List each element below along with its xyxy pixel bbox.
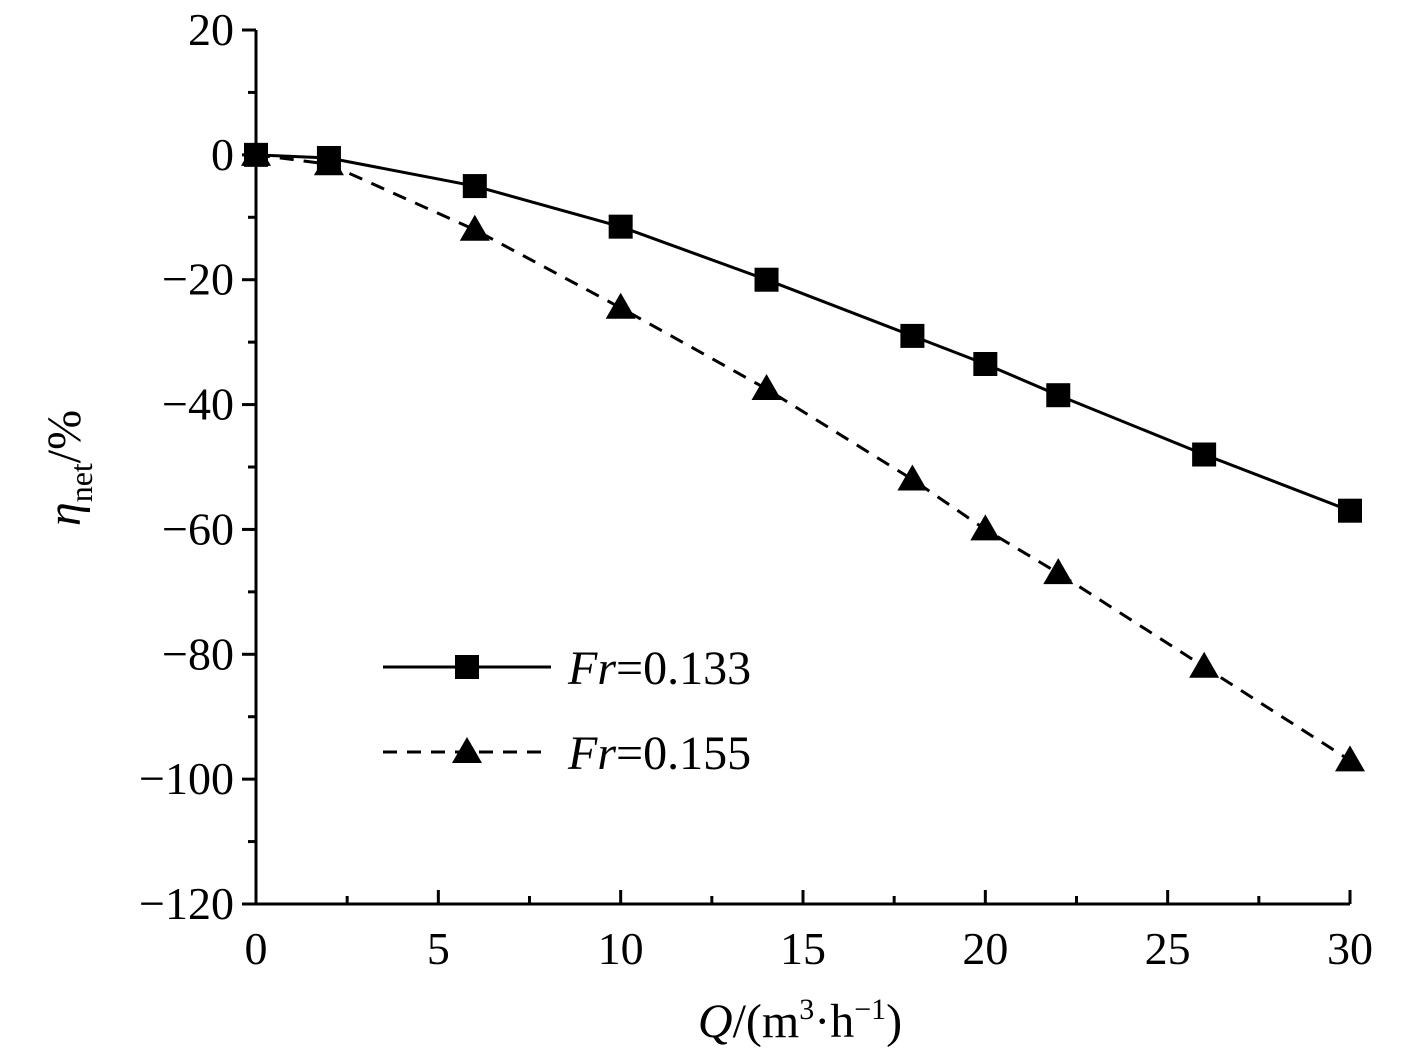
series-layer — [241, 139, 1365, 772]
data-point — [973, 351, 998, 376]
data-point — [1043, 558, 1074, 585]
legend-marker — [455, 655, 479, 679]
x-tick-label: 15 — [780, 923, 826, 974]
y-tick-label: −80 — [162, 628, 234, 679]
series-1 — [244, 142, 1362, 523]
y-tick-label: −60 — [162, 503, 234, 554]
x-tick-label: 25 — [1145, 923, 1191, 974]
series-line — [255, 153, 1351, 513]
x-tick-label: 30 — [1327, 923, 1373, 974]
x-axis-label: Q/(m3·h−1) — [698, 993, 902, 1048]
data-point — [608, 214, 633, 239]
data-point — [605, 292, 636, 319]
y-tick-label: −40 — [162, 379, 234, 430]
data-point — [751, 373, 782, 400]
data-point — [241, 139, 271, 166]
data-point — [970, 514, 1001, 541]
legend-marker — [452, 737, 482, 763]
series-line — [255, 153, 1351, 762]
data-point — [313, 149, 344, 176]
y-tick-label: 0 — [211, 129, 234, 180]
data-point — [900, 323, 925, 348]
x-tick-label: 0 — [245, 923, 268, 974]
y-tick-label: 20 — [188, 4, 234, 55]
legend: Fr=0.133 Fr=0.155 — [383, 642, 751, 780]
legend-label: Fr=0.155 — [567, 727, 751, 780]
data-point — [459, 214, 490, 241]
data-point — [1335, 745, 1365, 772]
data-point — [462, 174, 487, 199]
axes: 0 5 10 15 20 25 30 20 0 −20 −40 −60 −80 −100 −120 — [139, 4, 1373, 974]
data-point — [1189, 651, 1220, 678]
legend-label: Fr=0.133 — [567, 642, 751, 695]
data-point — [1046, 383, 1071, 408]
series-2 — [241, 139, 1365, 772]
x-tick-label: 5 — [427, 923, 450, 974]
data-point — [1192, 442, 1217, 467]
y-axis-label: ηnet/% — [38, 410, 99, 526]
x-tick-label: 20 — [962, 923, 1008, 974]
y-tick-label: −120 — [139, 878, 234, 929]
data-point — [897, 464, 928, 491]
data-point — [754, 267, 779, 292]
y-tick-label: −20 — [162, 254, 234, 305]
data-point — [1338, 498, 1362, 523]
x-tick-label: 10 — [598, 923, 644, 974]
legend-entry: Fr=0.133 — [383, 642, 751, 695]
y-tick-label: −100 — [139, 753, 234, 804]
legend-entry: Fr=0.155 — [383, 727, 751, 780]
